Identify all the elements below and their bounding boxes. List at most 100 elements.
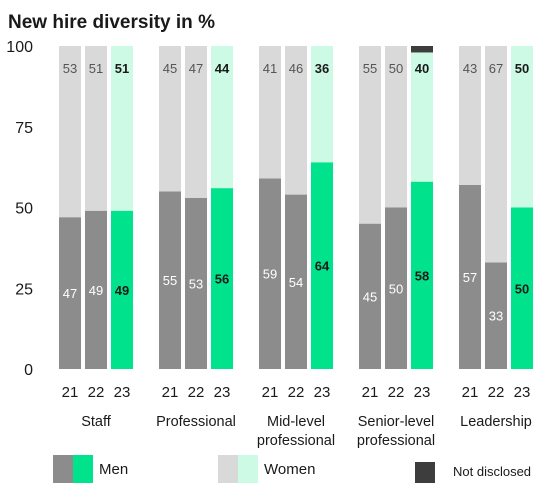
- bar-men: [459, 184, 481, 369]
- data-label-men: 45: [363, 289, 377, 304]
- bar-women: [411, 52, 433, 182]
- data-label-women: 51: [115, 61, 129, 76]
- legend-label: Men: [99, 461, 128, 478]
- bar-men: [311, 162, 333, 369]
- y-tick-label: 50: [15, 201, 33, 218]
- data-label-men: 50: [389, 281, 403, 296]
- data-label-men: 56: [215, 272, 229, 287]
- data-label-women: 40: [415, 61, 429, 76]
- data-label-men: 64: [315, 259, 330, 274]
- group-label: professional: [257, 433, 335, 449]
- data-label-women: 44: [215, 61, 230, 76]
- legend-swatch: [73, 455, 93, 483]
- x-tick-label: 23: [514, 384, 531, 401]
- data-label-men: 50: [515, 281, 529, 296]
- data-label-women: 41: [263, 61, 277, 76]
- bar-women: [285, 46, 307, 195]
- x-tick-label: 23: [314, 384, 331, 401]
- bar-women: [359, 46, 381, 224]
- bar-men: [411, 181, 433, 369]
- chart-title: New hire diversity in %: [8, 12, 215, 33]
- x-tick-label: 22: [88, 384, 105, 401]
- bar-not-disclosed: [411, 46, 433, 53]
- data-label-men: 49: [89, 283, 103, 298]
- bar-women: [85, 46, 107, 211]
- legend-label: Women: [264, 461, 315, 478]
- x-tick-label: 22: [388, 384, 405, 401]
- bar-men: [385, 207, 407, 369]
- bar-women: [459, 46, 481, 185]
- legend-swatch: [218, 455, 238, 483]
- x-tick-label: 22: [288, 384, 305, 401]
- data-label-women: 53: [63, 61, 77, 76]
- x-tick-label: 21: [362, 384, 379, 401]
- legend: Men Women Not disclosed: [53, 455, 531, 483]
- x-tick-label: 21: [462, 384, 479, 401]
- data-label-men: 33: [489, 309, 503, 324]
- x-tick-label: 23: [214, 384, 231, 401]
- bar-women: [59, 46, 81, 218]
- data-label-men: 55: [163, 273, 177, 288]
- y-tick-label: 75: [15, 120, 33, 137]
- group-label: Staff: [81, 414, 112, 430]
- bar-women: [511, 46, 533, 208]
- data-label-women: 50: [515, 61, 529, 76]
- data-label-men: 49: [115, 283, 129, 298]
- group-label: Senior-level: [358, 414, 435, 430]
- bar-men: [359, 223, 381, 369]
- bar-men: [185, 197, 207, 369]
- x-tick-label: 21: [262, 384, 279, 401]
- bars: 47 53 49 51 49 51 55 45 53 47 56 44 59 41 54 46 64 36 45 55…: [59, 46, 533, 369]
- data-label-women: 45: [163, 61, 177, 76]
- bar-men: [59, 217, 81, 369]
- bar-men: [85, 210, 107, 369]
- group-label: Leadership: [460, 414, 532, 430]
- bar-women: [259, 46, 281, 179]
- x-tick-label: 22: [188, 384, 205, 401]
- bar-women: [185, 46, 207, 198]
- data-label-women: 47: [189, 61, 203, 76]
- bar-women: [311, 46, 333, 163]
- bar-men: [259, 178, 281, 369]
- data-label-men: 59: [263, 267, 277, 282]
- bar-men: [511, 207, 533, 369]
- y-axis: 0 25 50 75 100: [6, 39, 33, 379]
- bar-women: [485, 46, 507, 263]
- group-label: professional: [357, 433, 435, 449]
- x-tick-label: 21: [162, 384, 179, 401]
- data-label-men: 54: [289, 275, 303, 290]
- data-label-women: 46: [289, 61, 303, 76]
- group-label: Professional: [156, 414, 236, 430]
- bar-men: [285, 194, 307, 369]
- bar-women: [159, 46, 181, 192]
- y-tick-label: 0: [24, 362, 33, 379]
- x-tick-label: 21: [62, 384, 79, 401]
- data-label-men: 53: [189, 276, 203, 291]
- bar-men: [159, 191, 181, 369]
- bar-women: [211, 46, 233, 189]
- bar-men: [211, 188, 233, 369]
- x-tick-label: 23: [114, 384, 131, 401]
- y-tick-label: 100: [6, 39, 33, 56]
- bar-women: [385, 46, 407, 208]
- data-label-women: 51: [89, 61, 103, 76]
- data-label-men: 58: [415, 268, 429, 283]
- data-label-women: 50: [389, 61, 403, 76]
- data-label-women: 43: [463, 61, 477, 76]
- y-tick-label: 25: [15, 281, 33, 298]
- legend-swatch: [415, 462, 435, 483]
- legend-label: Not disclosed: [453, 464, 531, 479]
- data-label-men: 47: [63, 286, 77, 301]
- data-label-women: 67: [489, 61, 503, 76]
- bar-men: [111, 210, 133, 369]
- bar-women: [111, 46, 133, 211]
- legend-swatch: [238, 455, 258, 483]
- data-label-women: 55: [363, 61, 377, 76]
- x-tick-label: 23: [414, 384, 431, 401]
- x-tick-label: 22: [488, 384, 505, 401]
- group-label: Mid-level: [267, 414, 325, 430]
- data-label-women: 36: [315, 61, 329, 76]
- bar-men: [485, 262, 507, 369]
